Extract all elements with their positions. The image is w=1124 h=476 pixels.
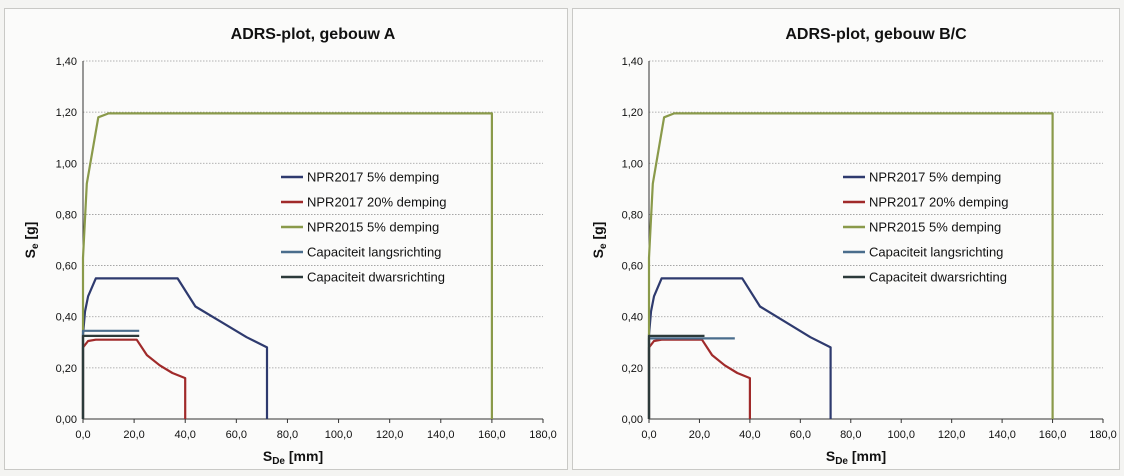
- x-axis-title: SDe [mm]: [263, 448, 323, 467]
- legend-label-capaciteit-dwarsrichting: Capaciteit dwarsrichting: [869, 270, 1007, 285]
- y-tick-label: 0,20: [622, 363, 643, 375]
- x-axis-title-sub: De: [272, 456, 285, 467]
- x-tick-label: 80,0: [277, 429, 298, 441]
- legend-label-npr2017-20pct-demping: NPR2017 20% demping: [307, 195, 446, 210]
- x-tick-label: 40,0: [175, 429, 196, 441]
- series-line-capaciteit-langsrichting: [647, 337, 735, 419]
- y-tick-label: 0,60: [622, 261, 643, 273]
- legend-label-capaciteit-langsrichting: Capaciteit langsrichting: [869, 245, 1003, 260]
- y-tick-label: 0,20: [56, 363, 77, 375]
- legend-label-capaciteit-dwarsrichting: Capaciteit dwarsrichting: [307, 270, 445, 285]
- y-axis-title-unit: [g]: [590, 222, 606, 244]
- y-tick-label: 1,40: [56, 56, 77, 68]
- series-line-npr2017-20pct-demping: [647, 338, 751, 419]
- series-line-npr2017-20pct-demping: [81, 338, 187, 419]
- series-line-capaciteit-langsrichting: [81, 329, 140, 419]
- y-axis-title-unit: [g]: [22, 222, 38, 244]
- x-tick-label: 0,0: [75, 429, 90, 441]
- x-tick-label: 0,0: [641, 429, 656, 441]
- legend-label-npr2017-5pct-demping: NPR2017 5% demping: [307, 170, 439, 185]
- y-tick-label: 1,20: [622, 107, 643, 119]
- y-tick-label: 1,20: [56, 107, 77, 119]
- adrs-chart-gebouw-a: ADRS-plot, gebouw A 0,00 0,20 0,40 0,60 0,80 1…: [22, 26, 557, 467]
- x-tick-label: 20,0: [689, 429, 710, 441]
- x-tick-label: 120,0: [376, 429, 404, 441]
- x-tick-label: 120,0: [938, 429, 966, 441]
- x-tick-label: 80,0: [840, 429, 861, 441]
- x-tick-label: 100,0: [325, 429, 353, 441]
- x-tick-label: 40,0: [739, 429, 760, 441]
- y-axis-title-sub: e: [598, 243, 609, 249]
- x-tick-label: 60,0: [226, 429, 247, 441]
- series-line-npr2015-5pct-demping: [647, 112, 1054, 419]
- x-axis-title-unit: [mm]: [848, 448, 886, 464]
- y-axis-title-main: S: [590, 249, 606, 258]
- y-tick-label: 1,00: [622, 158, 643, 170]
- series-line-capaciteit-dwarsrichting: [647, 334, 705, 419]
- adrs-chart-gebouw-bc: ADRS-plot, gebouw B/C 0,00 0,20 0,40 0,60 0,8…: [590, 26, 1117, 467]
- x-tick-label: 100,0: [887, 429, 915, 441]
- y-axis-title: Se [g]: [22, 222, 41, 259]
- x-tick-label: 20,0: [123, 429, 144, 441]
- y-tick-label: 0,00: [56, 414, 77, 426]
- y-tick-label: 1,40: [622, 56, 643, 68]
- chart-title: ADRS-plot, gebouw A: [231, 26, 396, 43]
- x-axis-title: SDe [mm]: [826, 448, 886, 467]
- legend-label-capaciteit-langsrichting: Capaciteit langsrichting: [307, 245, 441, 260]
- x-axis-title-unit: [mm]: [285, 448, 323, 464]
- series-line-npr2017-5pct-demping: [81, 277, 269, 419]
- y-tick-label: 0,00: [622, 414, 643, 426]
- y-tick-label: 0,40: [56, 312, 77, 324]
- chart-title: ADRS-plot, gebouw B/C: [785, 26, 967, 43]
- legend-label-npr2017-5pct-demping: NPR2017 5% demping: [869, 170, 1001, 185]
- y-axis-title-sub: e: [30, 243, 41, 249]
- x-tick-label: 140,0: [988, 429, 1016, 441]
- x-tick-label: 60,0: [790, 429, 811, 441]
- legend-label-npr2015-5pct-demping: NPR2015 5% demping: [307, 220, 439, 235]
- y-tick-label: 1,00: [56, 158, 77, 170]
- chart-panel-gebouw-a: ADRS-plot, gebouw A 0,00 0,20 0,40 0,60 0,80 1…: [4, 8, 568, 470]
- y-tick-label: 0,40: [622, 312, 643, 324]
- x-axis-title-main: S: [826, 448, 835, 464]
- legend-label-npr2017-20pct-demping: NPR2017 20% demping: [869, 195, 1008, 210]
- x-tick-label: 180,0: [529, 429, 557, 441]
- y-tick-label: 0,60: [56, 261, 77, 273]
- chart-panel-gebouw-bc: ADRS-plot, gebouw B/C 0,00 0,20 0,40 0,60 0,8…: [572, 8, 1120, 470]
- y-axis-title-main: S: [22, 249, 38, 258]
- series-line-npr2015-5pct-demping: [81, 112, 493, 419]
- y-axis-title: Se [g]: [590, 222, 609, 259]
- x-tick-label: 140,0: [427, 429, 455, 441]
- x-tick-label: 160,0: [478, 429, 506, 441]
- x-tick-label: 160,0: [1039, 429, 1067, 441]
- y-tick-label: 0,80: [56, 209, 77, 221]
- y-tick-label: 0,80: [622, 209, 643, 221]
- x-axis-title-sub: De: [835, 456, 848, 467]
- series-line-npr2017-5pct-demping: [647, 277, 832, 419]
- x-tick-label: 180,0: [1089, 429, 1117, 441]
- legend-label-npr2015-5pct-demping: NPR2015 5% demping: [869, 220, 1001, 235]
- series-line-capaciteit-dwarsrichting: [81, 334, 140, 419]
- x-axis-title-main: S: [263, 448, 272, 464]
